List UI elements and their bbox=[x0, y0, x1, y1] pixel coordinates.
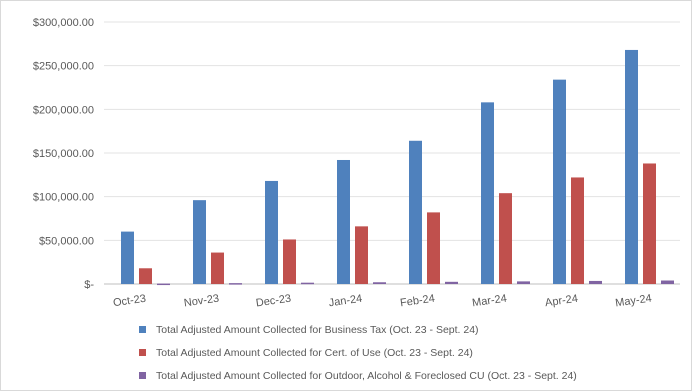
legend-swatch bbox=[139, 326, 146, 333]
bar-business-tax bbox=[193, 200, 206, 284]
bar-outdoor-alcohol-cu bbox=[445, 281, 458, 284]
bar-cert-of-use bbox=[571, 177, 584, 284]
bar-business-tax bbox=[121, 231, 134, 284]
y-tick-label: $150,000.00 bbox=[33, 148, 94, 160]
bar-outdoor-alcohol-cu bbox=[373, 282, 386, 284]
x-tick-label: May-24 bbox=[615, 293, 653, 310]
bar-cert-of-use bbox=[355, 226, 368, 284]
legend-swatch bbox=[139, 349, 146, 356]
x-tick-label: Nov-23 bbox=[183, 293, 220, 310]
x-tick-label: Oct-23 bbox=[112, 293, 146, 309]
y-tick-label: $250,000.00 bbox=[33, 61, 94, 73]
bar-outdoor-alcohol-cu bbox=[229, 283, 242, 285]
bar-business-tax bbox=[409, 140, 422, 284]
x-tick-label: Jan-24 bbox=[328, 293, 363, 310]
bar-business-tax bbox=[265, 180, 278, 284]
bar-cert-of-use bbox=[139, 268, 152, 284]
bar-cert-of-use bbox=[211, 252, 224, 284]
bar-cert-of-use bbox=[643, 163, 656, 284]
y-tick-label: $- bbox=[84, 279, 94, 291]
bar-outdoor-alcohol-cu bbox=[301, 282, 314, 285]
legend-item: Total Adjusted Amount Collected for Outd… bbox=[139, 364, 679, 387]
legend-item: Total Adjusted Amount Collected for Busi… bbox=[139, 318, 679, 341]
bar-cert-of-use bbox=[427, 212, 440, 284]
bar-business-tax bbox=[625, 49, 638, 284]
bar-business-tax bbox=[337, 159, 350, 284]
bar-outdoor-alcohol-cu bbox=[589, 280, 602, 284]
legend-swatch bbox=[139, 372, 146, 379]
x-tick-label: Mar-24 bbox=[471, 293, 507, 310]
bar-business-tax bbox=[481, 102, 494, 284]
y-tick-label: $200,000.00 bbox=[33, 104, 94, 116]
bar-business-tax bbox=[553, 79, 566, 284]
legend-item: Total Adjusted Amount Collected for Cert… bbox=[139, 341, 679, 364]
bar-outdoor-alcohol-cu bbox=[661, 280, 674, 284]
y-tick-label: $300,000.00 bbox=[33, 17, 94, 29]
x-tick-label: Apr-24 bbox=[544, 293, 578, 309]
legend-label: Total Adjusted Amount Collected for Cert… bbox=[156, 346, 473, 359]
y-tick-label: $50,000.00 bbox=[39, 235, 94, 247]
chart-legend: Total Adjusted Amount Collected for Busi… bbox=[139, 318, 679, 387]
bar-outdoor-alcohol-cu bbox=[517, 281, 530, 284]
y-tick-label: $100,000.00 bbox=[33, 192, 94, 204]
x-tick-label: Dec-23 bbox=[255, 293, 292, 310]
legend-label: Total Adjusted Amount Collected for Busi… bbox=[156, 323, 479, 336]
bar-outdoor-alcohol-cu bbox=[157, 283, 170, 286]
legend-label: Total Adjusted Amount Collected for Outd… bbox=[156, 369, 577, 382]
bar-cert-of-use bbox=[499, 193, 512, 284]
x-tick-label: Feb-24 bbox=[399, 293, 435, 310]
bar-cert-of-use bbox=[283, 239, 296, 284]
